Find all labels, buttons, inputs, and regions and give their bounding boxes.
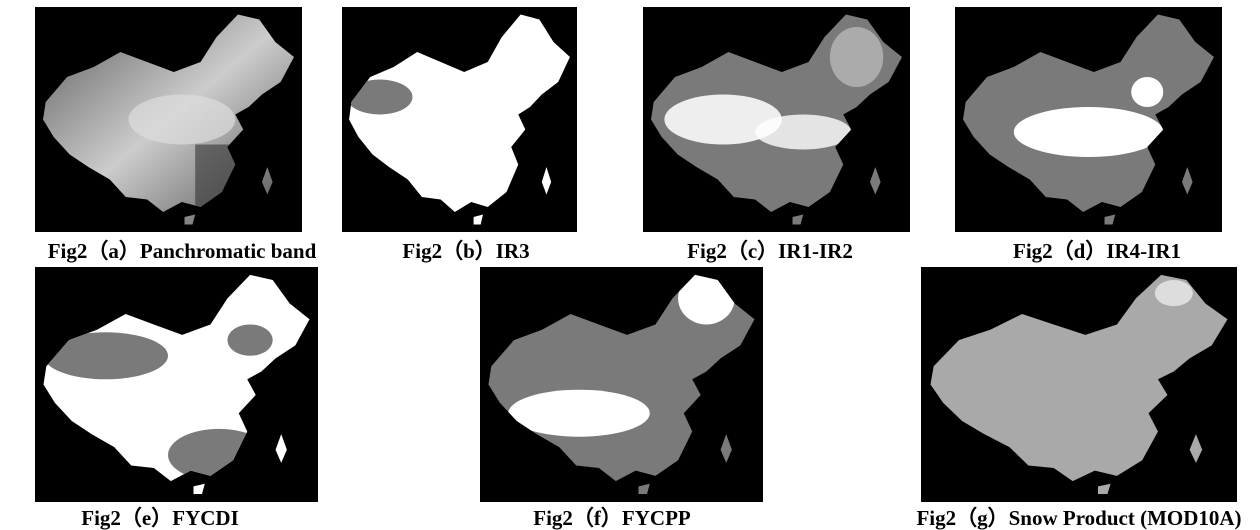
image-panel-e — [35, 267, 318, 502]
caption: Fig2（d）IR4-IR1 — [1013, 239, 1181, 263]
image-panel-f — [480, 267, 763, 502]
caption: Fig2（b）IR3 — [402, 239, 529, 263]
image-panel-c — [643, 7, 910, 232]
caption: Fig2（a）Panchromatic band — [48, 239, 317, 263]
image-panel-b — [342, 7, 577, 232]
caption: Fig2（f）FYCPP — [533, 506, 690, 530]
image-panel-a — [35, 7, 302, 232]
figure-page: {"figures": [ {"caption": "Fig2（a）Panchr… — [0, 0, 1260, 529]
caption: Fig2（g）Snow Product (MOD10A) — [916, 506, 1241, 530]
caption: Fig2（c）IR1-IR2 — [687, 239, 853, 263]
caption: Fig2（e）FYCDI — [81, 506, 238, 530]
image-panel-g — [921, 267, 1237, 502]
image-panel-d — [955, 7, 1222, 232]
